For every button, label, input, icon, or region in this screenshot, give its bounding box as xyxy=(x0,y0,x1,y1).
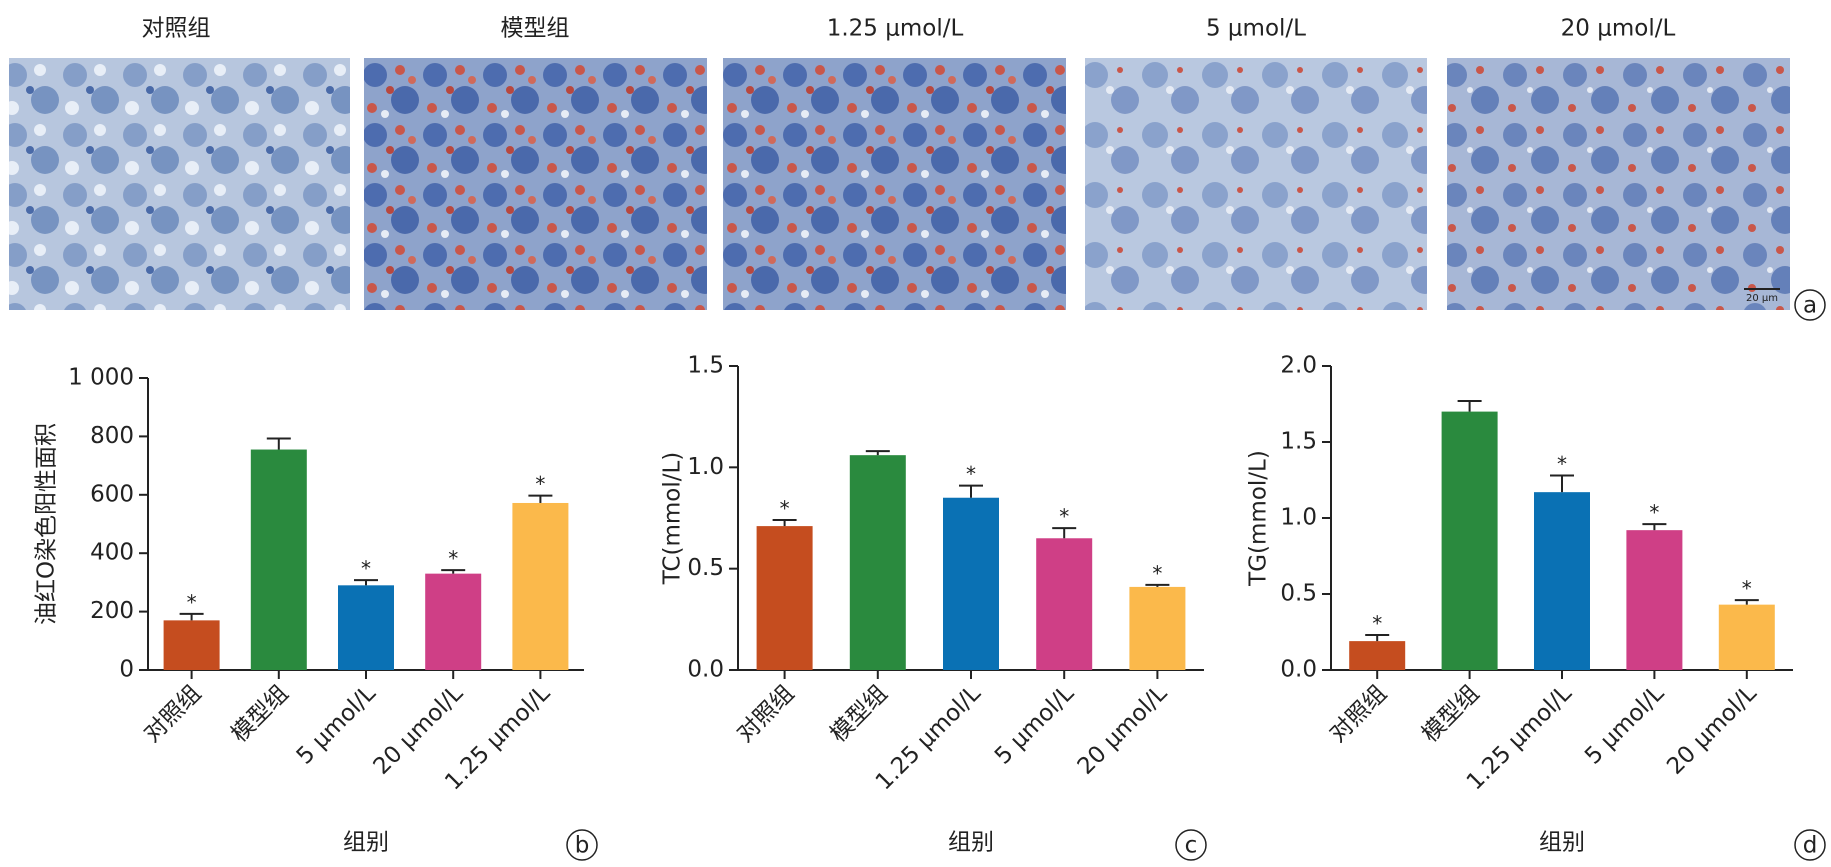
bar xyxy=(250,449,307,670)
y-tick-label: 0.5 xyxy=(687,555,724,581)
significance-marker: * xyxy=(187,590,197,614)
micrograph-label: 5 μmol/L xyxy=(1206,16,1306,42)
x-tick-label: 20 μmol/L xyxy=(1662,680,1762,780)
bar xyxy=(756,526,813,670)
y-tick-label: 1.0 xyxy=(1280,505,1317,531)
panel-label: a xyxy=(1803,293,1817,319)
y-tick-label: 0.0 xyxy=(687,657,724,683)
scale-bar-label: 20 μm xyxy=(1746,293,1778,304)
y-tick-label: 0.0 xyxy=(1280,657,1317,683)
panel-circle xyxy=(1175,829,1207,861)
bar xyxy=(1534,492,1590,670)
micrograph xyxy=(9,58,350,310)
bar xyxy=(163,620,220,670)
bar xyxy=(849,455,906,670)
significance-marker: * xyxy=(1059,505,1069,529)
bar xyxy=(425,573,482,670)
panel-circle xyxy=(566,829,598,861)
x-tick-label: 对照组 xyxy=(139,680,206,747)
bar xyxy=(1626,530,1683,670)
significance-marker: * xyxy=(448,547,458,571)
panel-circle xyxy=(1794,829,1826,861)
y-tick-label: 400 xyxy=(90,540,134,566)
significance-marker: * xyxy=(1557,452,1567,476)
x-tick-label: 对照组 xyxy=(732,680,799,747)
y-tick-label: 800 xyxy=(90,423,134,449)
significance-marker: * xyxy=(966,462,976,486)
y-tick-label: 1.0 xyxy=(687,454,724,480)
bar xyxy=(1129,586,1186,670)
y-axis-label: 油红O染色阳性面积 xyxy=(34,423,60,625)
y-tick-label: 1.5 xyxy=(1280,429,1317,455)
significance-marker: * xyxy=(1742,577,1752,601)
panel-label: d xyxy=(1803,833,1818,859)
x-tick-label: 5 μmol/L xyxy=(292,680,381,769)
significance-marker: * xyxy=(1152,561,1162,585)
x-axis-label: 组别 xyxy=(343,830,389,856)
bar xyxy=(512,502,569,670)
y-axis-label: TG(mmol/L) xyxy=(1246,450,1272,587)
y-tick-label: 200 xyxy=(90,598,134,624)
x-tick-label: 对照组 xyxy=(1325,680,1392,747)
micrograph-label: 模型组 xyxy=(501,16,570,42)
micrograph xyxy=(1447,58,1790,310)
y-tick-label: 1.5 xyxy=(687,353,724,379)
x-tick-label: 20 μmol/L xyxy=(1073,680,1173,780)
y-tick-label: 0.5 xyxy=(1280,581,1317,607)
bar xyxy=(943,497,999,670)
bar xyxy=(1441,411,1498,670)
x-axis-label: 组别 xyxy=(948,830,994,856)
significance-marker: * xyxy=(361,557,371,581)
y-tick-label: 0 xyxy=(119,657,134,683)
panel-label: b xyxy=(575,833,590,859)
micrograph xyxy=(364,58,707,310)
bar xyxy=(338,585,394,670)
significance-marker: * xyxy=(780,497,790,521)
y-axis-label: TC(mmol/L) xyxy=(660,452,686,586)
bar xyxy=(1349,641,1406,670)
x-tick-label: 模型组 xyxy=(825,680,892,747)
micrograph-label: 对照组 xyxy=(142,16,211,42)
x-axis-label: 组别 xyxy=(1539,830,1585,856)
micrograph-label: 1.25 μmol/L xyxy=(827,16,964,42)
bar xyxy=(1718,604,1775,670)
micrograph xyxy=(1085,58,1427,310)
significance-marker: * xyxy=(1649,501,1659,525)
panel-label: c xyxy=(1185,833,1198,859)
x-tick-label: 5 μmol/L xyxy=(1580,680,1669,769)
significance-marker: * xyxy=(1372,612,1382,636)
significance-marker: * xyxy=(535,472,545,496)
bar xyxy=(1036,538,1093,670)
x-tick-label: 模型组 xyxy=(226,680,293,747)
x-tick-label: 5 μmol/L xyxy=(990,680,1079,769)
y-tick-label: 600 xyxy=(90,481,134,507)
x-tick-label: 模型组 xyxy=(1417,680,1484,747)
micrograph-label: 20 μmol/L xyxy=(1561,16,1676,42)
y-tick-label: 1 000 xyxy=(68,365,134,391)
micrograph xyxy=(723,58,1066,310)
panel-circle xyxy=(1794,289,1826,321)
y-tick-label: 2.0 xyxy=(1280,353,1317,379)
